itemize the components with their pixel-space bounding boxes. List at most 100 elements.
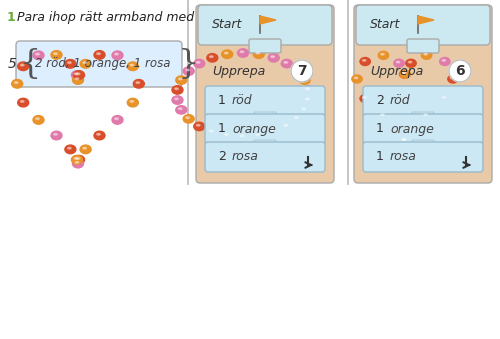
Ellipse shape: [222, 132, 232, 140]
Ellipse shape: [378, 51, 388, 59]
Ellipse shape: [282, 122, 292, 131]
FancyBboxPatch shape: [205, 86, 325, 116]
Ellipse shape: [440, 58, 450, 65]
Ellipse shape: [130, 64, 134, 66]
Ellipse shape: [268, 128, 279, 136]
Text: Start: Start: [370, 19, 400, 32]
Text: röd: röd: [390, 95, 410, 107]
FancyBboxPatch shape: [254, 140, 276, 146]
Text: {: {: [20, 48, 41, 80]
Ellipse shape: [18, 98, 28, 107]
FancyBboxPatch shape: [412, 140, 434, 146]
Ellipse shape: [294, 69, 298, 71]
Ellipse shape: [65, 145, 76, 154]
Text: 1: 1: [218, 122, 226, 136]
Ellipse shape: [183, 115, 194, 123]
Ellipse shape: [196, 124, 200, 126]
FancyBboxPatch shape: [363, 114, 483, 144]
Text: 1: 1: [218, 95, 226, 107]
Ellipse shape: [299, 106, 310, 114]
Ellipse shape: [302, 78, 306, 80]
Text: rosa: rosa: [390, 151, 417, 163]
Ellipse shape: [396, 61, 400, 63]
Ellipse shape: [378, 112, 388, 120]
Circle shape: [449, 60, 471, 82]
FancyBboxPatch shape: [205, 142, 325, 172]
Ellipse shape: [240, 135, 244, 137]
FancyBboxPatch shape: [363, 86, 483, 116]
Ellipse shape: [396, 129, 400, 131]
Ellipse shape: [352, 75, 362, 83]
Ellipse shape: [83, 62, 86, 63]
Text: 1: 1: [376, 151, 384, 163]
Ellipse shape: [128, 98, 138, 107]
Ellipse shape: [72, 159, 84, 168]
Ellipse shape: [294, 117, 298, 119]
Ellipse shape: [440, 95, 450, 103]
FancyBboxPatch shape: [363, 142, 483, 172]
Text: Para ihop rätt armband med rätt algoritm.: Para ihop rätt armband med rätt algoritm…: [17, 11, 281, 24]
Ellipse shape: [74, 71, 85, 79]
Ellipse shape: [408, 61, 412, 63]
Ellipse shape: [196, 62, 200, 63]
Ellipse shape: [114, 53, 118, 55]
Text: 1: 1: [7, 11, 16, 24]
Ellipse shape: [402, 139, 406, 140]
FancyBboxPatch shape: [198, 5, 332, 45]
Ellipse shape: [76, 73, 80, 75]
Ellipse shape: [284, 62, 288, 63]
FancyBboxPatch shape: [196, 5, 334, 183]
Ellipse shape: [186, 69, 190, 71]
Ellipse shape: [271, 56, 274, 58]
Text: 2: 2: [218, 151, 226, 163]
Ellipse shape: [14, 82, 18, 83]
Ellipse shape: [292, 115, 303, 123]
Text: 2: 2: [376, 95, 384, 107]
Text: Upprepa: Upprepa: [370, 64, 423, 78]
Ellipse shape: [33, 116, 44, 124]
Ellipse shape: [408, 129, 412, 131]
Text: 7: 7: [297, 64, 307, 78]
Text: 6: 6: [455, 64, 465, 78]
Ellipse shape: [96, 134, 100, 135]
Ellipse shape: [448, 75, 458, 83]
Ellipse shape: [402, 139, 406, 140]
Ellipse shape: [402, 72, 406, 74]
Ellipse shape: [240, 51, 244, 53]
Ellipse shape: [51, 51, 62, 59]
Text: röd: röd: [232, 95, 252, 107]
Ellipse shape: [394, 59, 404, 67]
Ellipse shape: [65, 60, 76, 68]
Text: rosa: rosa: [232, 151, 259, 163]
Ellipse shape: [114, 118, 118, 120]
Ellipse shape: [18, 62, 28, 71]
Ellipse shape: [94, 51, 105, 59]
Ellipse shape: [172, 86, 183, 94]
Ellipse shape: [136, 82, 140, 83]
Ellipse shape: [194, 59, 204, 68]
Ellipse shape: [128, 62, 138, 71]
Ellipse shape: [76, 158, 80, 159]
FancyBboxPatch shape: [354, 5, 492, 183]
Text: Start: Start: [212, 19, 242, 32]
Ellipse shape: [36, 118, 40, 120]
Ellipse shape: [256, 52, 260, 54]
Ellipse shape: [130, 101, 134, 102]
Ellipse shape: [112, 51, 123, 60]
Ellipse shape: [394, 127, 404, 135]
Ellipse shape: [134, 80, 144, 88]
Text: 2 röd, 1 orange, 1 rosa: 2 röd, 1 orange, 1 rosa: [35, 58, 170, 71]
Ellipse shape: [72, 155, 83, 164]
FancyBboxPatch shape: [412, 112, 434, 118]
Ellipse shape: [406, 127, 416, 135]
Ellipse shape: [400, 137, 410, 145]
Ellipse shape: [302, 108, 306, 109]
Ellipse shape: [402, 72, 406, 74]
Ellipse shape: [178, 108, 182, 109]
Ellipse shape: [360, 95, 370, 103]
Ellipse shape: [406, 59, 416, 67]
Ellipse shape: [207, 128, 218, 136]
Polygon shape: [418, 16, 434, 24]
Ellipse shape: [254, 132, 264, 140]
Ellipse shape: [74, 158, 78, 159]
